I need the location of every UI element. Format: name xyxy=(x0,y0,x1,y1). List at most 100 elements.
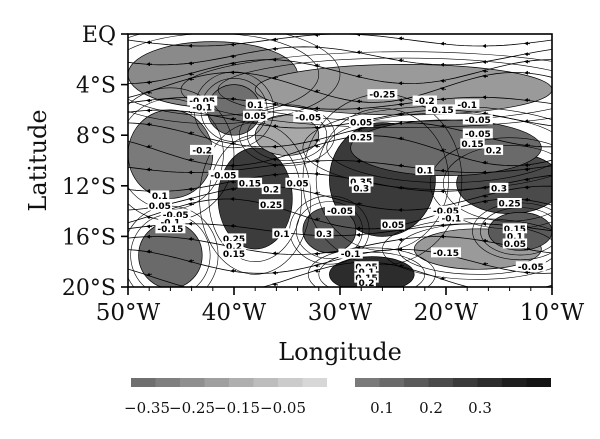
stream-arrow xyxy=(482,111,489,116)
contour-label: -0.05 xyxy=(327,207,353,217)
stream-arrow xyxy=(524,143,531,148)
stream-arrow xyxy=(482,194,489,199)
stream-arrow xyxy=(230,180,237,184)
contour-label: 0.1 xyxy=(247,101,263,111)
stream-arrow xyxy=(483,290,488,291)
contour-label: 0.25 xyxy=(223,235,245,245)
contour-label: 0.2 xyxy=(263,186,279,196)
contour-label: -0.25 xyxy=(369,91,395,101)
contour-label-bg xyxy=(367,89,398,100)
contour-label-bg xyxy=(221,248,247,259)
colorbar-swatch xyxy=(379,378,404,387)
contour-label: -0.2 xyxy=(192,146,212,156)
y-tick-label: 12°S xyxy=(62,175,116,200)
contour-label-bg xyxy=(484,144,504,155)
colorbar-swatch xyxy=(253,378,278,387)
contour-label: -0.05 xyxy=(433,207,459,217)
contour-label: -0.15 xyxy=(428,106,454,116)
contour-label-bg xyxy=(380,219,406,230)
contour-label-bg xyxy=(439,213,464,224)
contour-label-bg xyxy=(357,266,376,277)
streamline xyxy=(128,248,552,274)
contour-label: -0.05 xyxy=(163,211,189,221)
contour-label-bg xyxy=(455,99,480,110)
contour-label: -0.1 xyxy=(441,215,461,225)
contour-label-bg xyxy=(515,261,546,272)
contour-label: 0.05 xyxy=(149,202,171,212)
contour-label-bg xyxy=(349,176,374,187)
contour-label: 0.15 xyxy=(239,179,261,189)
contour-label: 0.25 xyxy=(498,200,520,210)
colorbar-swatch xyxy=(180,378,205,387)
stream-arrow xyxy=(188,187,195,192)
contour-label-bg xyxy=(497,198,522,209)
colorbar-swatch xyxy=(404,378,429,387)
stream-arrow xyxy=(188,197,195,202)
contour-label-bg xyxy=(258,199,284,210)
x-tick-label: 10°W xyxy=(520,300,585,326)
contour-label-bg xyxy=(150,190,170,201)
contour-label-bg xyxy=(354,272,379,283)
colorbar-label: 0.2 xyxy=(419,399,443,417)
contour-label-bg xyxy=(505,230,525,241)
stream-arrow xyxy=(356,99,363,104)
contour-label-bg xyxy=(415,165,435,176)
streamline xyxy=(128,135,552,167)
streamline xyxy=(128,198,552,230)
y-tick-label: 16°S xyxy=(62,225,116,250)
contour-line xyxy=(217,57,552,122)
contour-line xyxy=(199,122,312,275)
stream-arrow xyxy=(524,59,531,64)
stream-arrow xyxy=(146,272,153,277)
plot-area: -0.05-0.10.10.05-0.05-0.25-0.2-0.15-0.1-… xyxy=(128,34,552,291)
contour-label: 0.1 xyxy=(507,232,523,242)
x-tick-label: 30°W xyxy=(308,300,373,326)
stream-arrow xyxy=(524,119,531,124)
colorbar-swatch xyxy=(526,378,551,387)
contour-line xyxy=(246,109,328,161)
stream-arrow xyxy=(230,116,237,121)
contour-label: -0.05 xyxy=(210,172,236,182)
streamline xyxy=(128,34,552,47)
stream-arrow xyxy=(356,245,363,250)
streamline xyxy=(128,261,552,287)
contour-label-bg xyxy=(354,261,379,272)
streamline xyxy=(128,160,552,173)
contour-label: 0.2 xyxy=(486,146,502,156)
contour-label: -0.15 xyxy=(157,225,183,235)
contour-label-bg xyxy=(325,205,355,216)
stream-arrow xyxy=(272,47,279,52)
contour-label: -0.1 xyxy=(341,250,361,260)
stream-arrow xyxy=(398,237,405,242)
stream-arrow xyxy=(314,263,321,268)
contour-label-bg xyxy=(351,182,371,193)
contour-label: 0.2 xyxy=(226,243,242,253)
stream-arrow xyxy=(314,269,321,274)
stream-arrow xyxy=(314,217,321,222)
colorbar-label: −0.05 xyxy=(260,399,306,417)
contour-label: 0.05 xyxy=(244,112,266,122)
contour-line xyxy=(443,145,552,222)
contour-label: 0.3 xyxy=(316,230,332,240)
contour-label-bg xyxy=(462,128,493,139)
colorbar-label: −0.25 xyxy=(169,399,215,417)
y-tick-label: 4°S xyxy=(76,74,116,99)
contour-label-bg xyxy=(147,200,172,211)
stream-arrow xyxy=(188,157,195,162)
contour-line xyxy=(382,218,552,280)
contour-label: 0.05 xyxy=(504,240,526,250)
contour-line xyxy=(295,201,363,259)
stream-arrow xyxy=(314,191,321,195)
streamline xyxy=(128,46,552,66)
stream-arrow xyxy=(482,238,489,243)
stream-arrow xyxy=(398,58,405,63)
colorbar-swatch xyxy=(131,378,156,387)
contour-label-bg xyxy=(190,144,215,155)
contour-label: -0.1 xyxy=(192,103,212,113)
contour-label-bg xyxy=(237,177,263,188)
stream-arrow xyxy=(482,185,489,190)
stream-arrow xyxy=(188,258,195,263)
stream-arrow xyxy=(314,144,321,149)
contour-label-bg xyxy=(431,247,461,258)
contour-label-bg xyxy=(431,205,461,216)
